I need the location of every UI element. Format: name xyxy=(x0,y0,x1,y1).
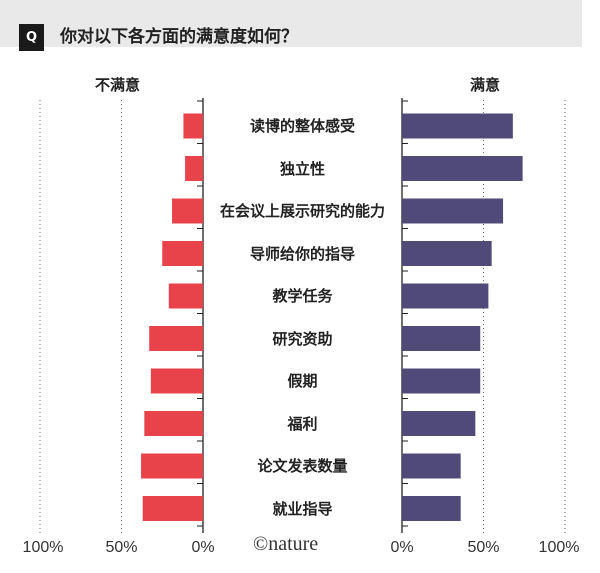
bar-dissatisfied xyxy=(185,156,203,181)
bar-satisfied xyxy=(402,453,461,479)
bar-dissatisfied xyxy=(142,496,203,521)
tick-label: 0% xyxy=(191,539,215,556)
tick-label: 50% xyxy=(105,539,138,556)
bar-dissatisfied xyxy=(168,283,203,309)
category-label: 研究资助 xyxy=(272,329,333,348)
category-label: 论文发表数量 xyxy=(257,457,348,475)
legend-dissatisfied: 不满意 xyxy=(95,76,141,94)
bar-dissatisfied xyxy=(172,198,203,224)
bar-dissatisfied xyxy=(150,368,203,394)
bar-dissatisfied xyxy=(149,326,203,351)
category-label: 就业指导 xyxy=(272,499,333,518)
legend-satisfied: 满意 xyxy=(470,76,501,94)
category-label: 独立性 xyxy=(279,159,325,178)
bar-satisfied xyxy=(402,368,481,394)
tick-label: 100% xyxy=(538,539,580,556)
tick-label: 0% xyxy=(390,539,414,556)
bar-dissatisfied xyxy=(162,241,203,266)
category-label: 教学任务 xyxy=(272,287,333,305)
bar-satisfied xyxy=(402,156,523,181)
category-label: 福利 xyxy=(287,414,318,433)
bar-satisfied xyxy=(402,326,481,351)
nature-credit: ©nature xyxy=(253,533,319,555)
category-label: 假期 xyxy=(287,372,318,390)
tick-label: 50% xyxy=(467,539,500,556)
bar-satisfied xyxy=(402,496,461,521)
category-label: 读博的整体感受 xyxy=(249,117,355,135)
bar-satisfied xyxy=(402,198,504,224)
tick-label: 100% xyxy=(22,539,64,556)
header-bar xyxy=(0,0,582,47)
category-label: 导师给你的指导 xyxy=(249,244,355,263)
category-label: 在会议上展示研究的能力 xyxy=(219,202,385,220)
question-badge: Q xyxy=(19,24,44,51)
bar-dissatisfied xyxy=(144,411,203,436)
bar-satisfied xyxy=(402,411,476,436)
bar-satisfied xyxy=(402,113,513,139)
question-title: 你对以下各方面的满意度如何？ xyxy=(60,27,298,47)
bar-dissatisfied xyxy=(141,453,203,479)
bar-satisfied xyxy=(402,283,489,309)
bar-satisfied xyxy=(402,241,492,266)
bar-dissatisfied xyxy=(183,113,203,139)
